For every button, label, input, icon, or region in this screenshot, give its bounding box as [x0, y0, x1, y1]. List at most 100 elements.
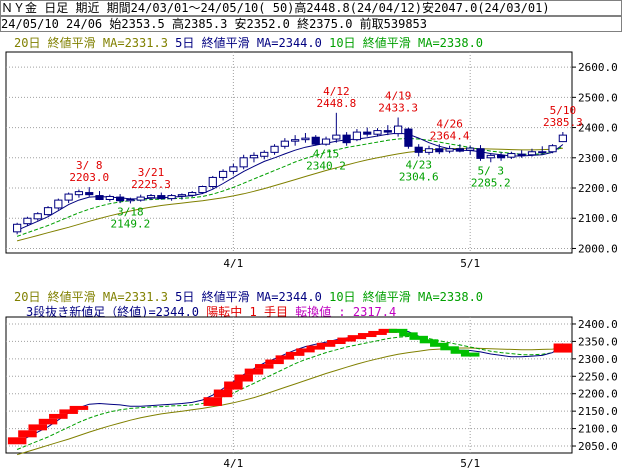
annotation-date: 4/15 — [313, 148, 340, 161]
candle-body — [74, 191, 84, 196]
annotation-value: 2203.0 — [69, 171, 109, 184]
break-brick — [296, 348, 315, 353]
break-brick — [327, 340, 346, 345]
break-brick — [316, 342, 336, 347]
lower-y-tick-label: 2050.0 — [578, 440, 618, 453]
candle-body — [116, 196, 125, 202]
break-brick — [224, 381, 243, 390]
candle-body — [507, 153, 516, 158]
plot-frame — [5, 316, 573, 454]
annotation-value: 2149.2 — [111, 217, 151, 230]
three-line-break-chart: 2050.0 2100.0 2150.0 2200.0 2250.0 2300.0 2350… — [5, 316, 618, 470]
candlestick-chart: 2000.0 2100.0 2200.0 2300.0 2400.0 2500.0 2600… — [5, 51, 618, 270]
candle-body — [363, 131, 372, 135]
annotation-value: 2285.2 — [471, 176, 511, 189]
legend-ma20: 20日 終値平滑 MA=2331.3 — [14, 36, 168, 50]
lower-status-line: 3段抜き新値足（終値)=2344.0 陽転中 1 手目 転換値 : 2317.4 — [26, 305, 396, 319]
candle-body — [85, 192, 94, 196]
break-brick — [440, 346, 459, 351]
lower-x-tick-label: 5/1 — [460, 457, 480, 470]
break-brick — [419, 339, 439, 344]
break-brick — [306, 345, 326, 350]
candle-body — [311, 136, 320, 145]
upper-y-tick-label: 2400.0 — [578, 122, 618, 135]
lower-y-tick-label: 2300.0 — [578, 353, 618, 366]
candle-body — [342, 134, 351, 144]
lower-x-tick-label: 4/1 — [223, 457, 243, 470]
three-line-break-value: 3段抜き新値足（終値)=2344.0 — [26, 305, 200, 319]
candle-body — [126, 199, 135, 202]
break-brick — [553, 343, 573, 353]
break-brick — [69, 405, 89, 410]
annotation-date: 4/12 — [323, 85, 350, 98]
candle-body — [198, 186, 207, 194]
candle-body — [496, 154, 506, 159]
break-brick — [357, 333, 377, 338]
break-brick — [399, 332, 418, 337]
break-brick — [38, 418, 58, 425]
reversal-value: 転換値 : 2317.4 — [295, 305, 397, 319]
candle-body — [291, 139, 300, 142]
break-brick — [213, 389, 233, 398]
break-brick — [234, 374, 253, 382]
candle-body — [455, 148, 464, 152]
annotation-date: 3/21 — [138, 166, 165, 179]
chart-header-line-1: ＮＹ金 日足 期近 期間24/03/01～24/05/10( 50)高2448.… — [0, 0, 622, 16]
candle-body — [260, 151, 269, 157]
break-brick — [337, 337, 356, 342]
candle-body — [527, 151, 537, 156]
break-brick — [368, 330, 387, 335]
annotation-date: 5/10 — [550, 104, 577, 117]
candle-body — [64, 193, 73, 201]
candle-body — [352, 131, 362, 141]
candle-body — [249, 154, 259, 159]
lower-y-tick-label: 2400.0 — [578, 318, 618, 331]
annotation-date: 4/19 — [385, 89, 412, 102]
step-count: 1 手目 — [249, 305, 288, 319]
annotation-date: 3/ 8 — [76, 159, 103, 172]
break-brick — [28, 424, 48, 431]
upper-y-tick-label: 2600.0 — [578, 61, 618, 74]
annotation-value: 2385.3 — [543, 116, 583, 129]
lower-y-tick-label: 2100.0 — [578, 423, 618, 436]
candle-body — [414, 146, 423, 153]
annotation-value: 2364.4 — [430, 130, 470, 143]
chart-header-line-2: 24/05/10 24/06 始2353.5 高2385.3 安2352.0 終… — [0, 16, 622, 32]
candle-body — [424, 148, 434, 153]
candle-body — [548, 145, 557, 153]
break-brick — [244, 368, 264, 375]
legend-ma5: 5日 終値平滑 MA=2344.0 — [175, 36, 322, 50]
break-brick — [460, 352, 480, 357]
candle-body — [435, 148, 444, 153]
candle-body — [394, 125, 403, 135]
annotation-date: 3/18 — [117, 205, 144, 218]
break-brick — [450, 349, 470, 354]
candle-body — [517, 153, 526, 156]
candle-body — [136, 196, 145, 201]
candle-body — [280, 140, 289, 147]
lower-ma20-line — [16, 347, 563, 456]
candle-body — [95, 195, 104, 201]
annotation-value: 2340.2 — [306, 160, 346, 173]
break-brick — [388, 328, 408, 333]
break-brick — [18, 430, 37, 438]
candle-body — [321, 138, 331, 145]
lower-legend-ma20: 20日 終値平滑 MA=2331.3 — [14, 290, 168, 304]
candle-body — [404, 128, 413, 147]
candle-body — [383, 130, 392, 133]
candle-body — [167, 195, 176, 200]
break-brick — [347, 335, 367, 340]
candle-body — [54, 199, 63, 209]
annotation-date: 5/ 3 — [478, 164, 505, 177]
upper-y-tick-label: 2200.0 — [578, 182, 618, 195]
candle-body — [373, 130, 382, 135]
legend-ma10: 10日 終値平滑 MA=2338.0 — [329, 36, 484, 50]
upper-x-tick-label: 4/1 — [223, 257, 243, 270]
lower-legend-ma10: 10日 終値平滑 MA=2338.0 — [329, 290, 484, 304]
break-brick — [378, 328, 398, 333]
candle-body — [105, 195, 114, 201]
candle-body — [332, 134, 341, 140]
annotation-value: 2433.3 — [378, 101, 418, 114]
candle-body — [33, 213, 42, 220]
lower-ma10-line — [16, 335, 564, 450]
